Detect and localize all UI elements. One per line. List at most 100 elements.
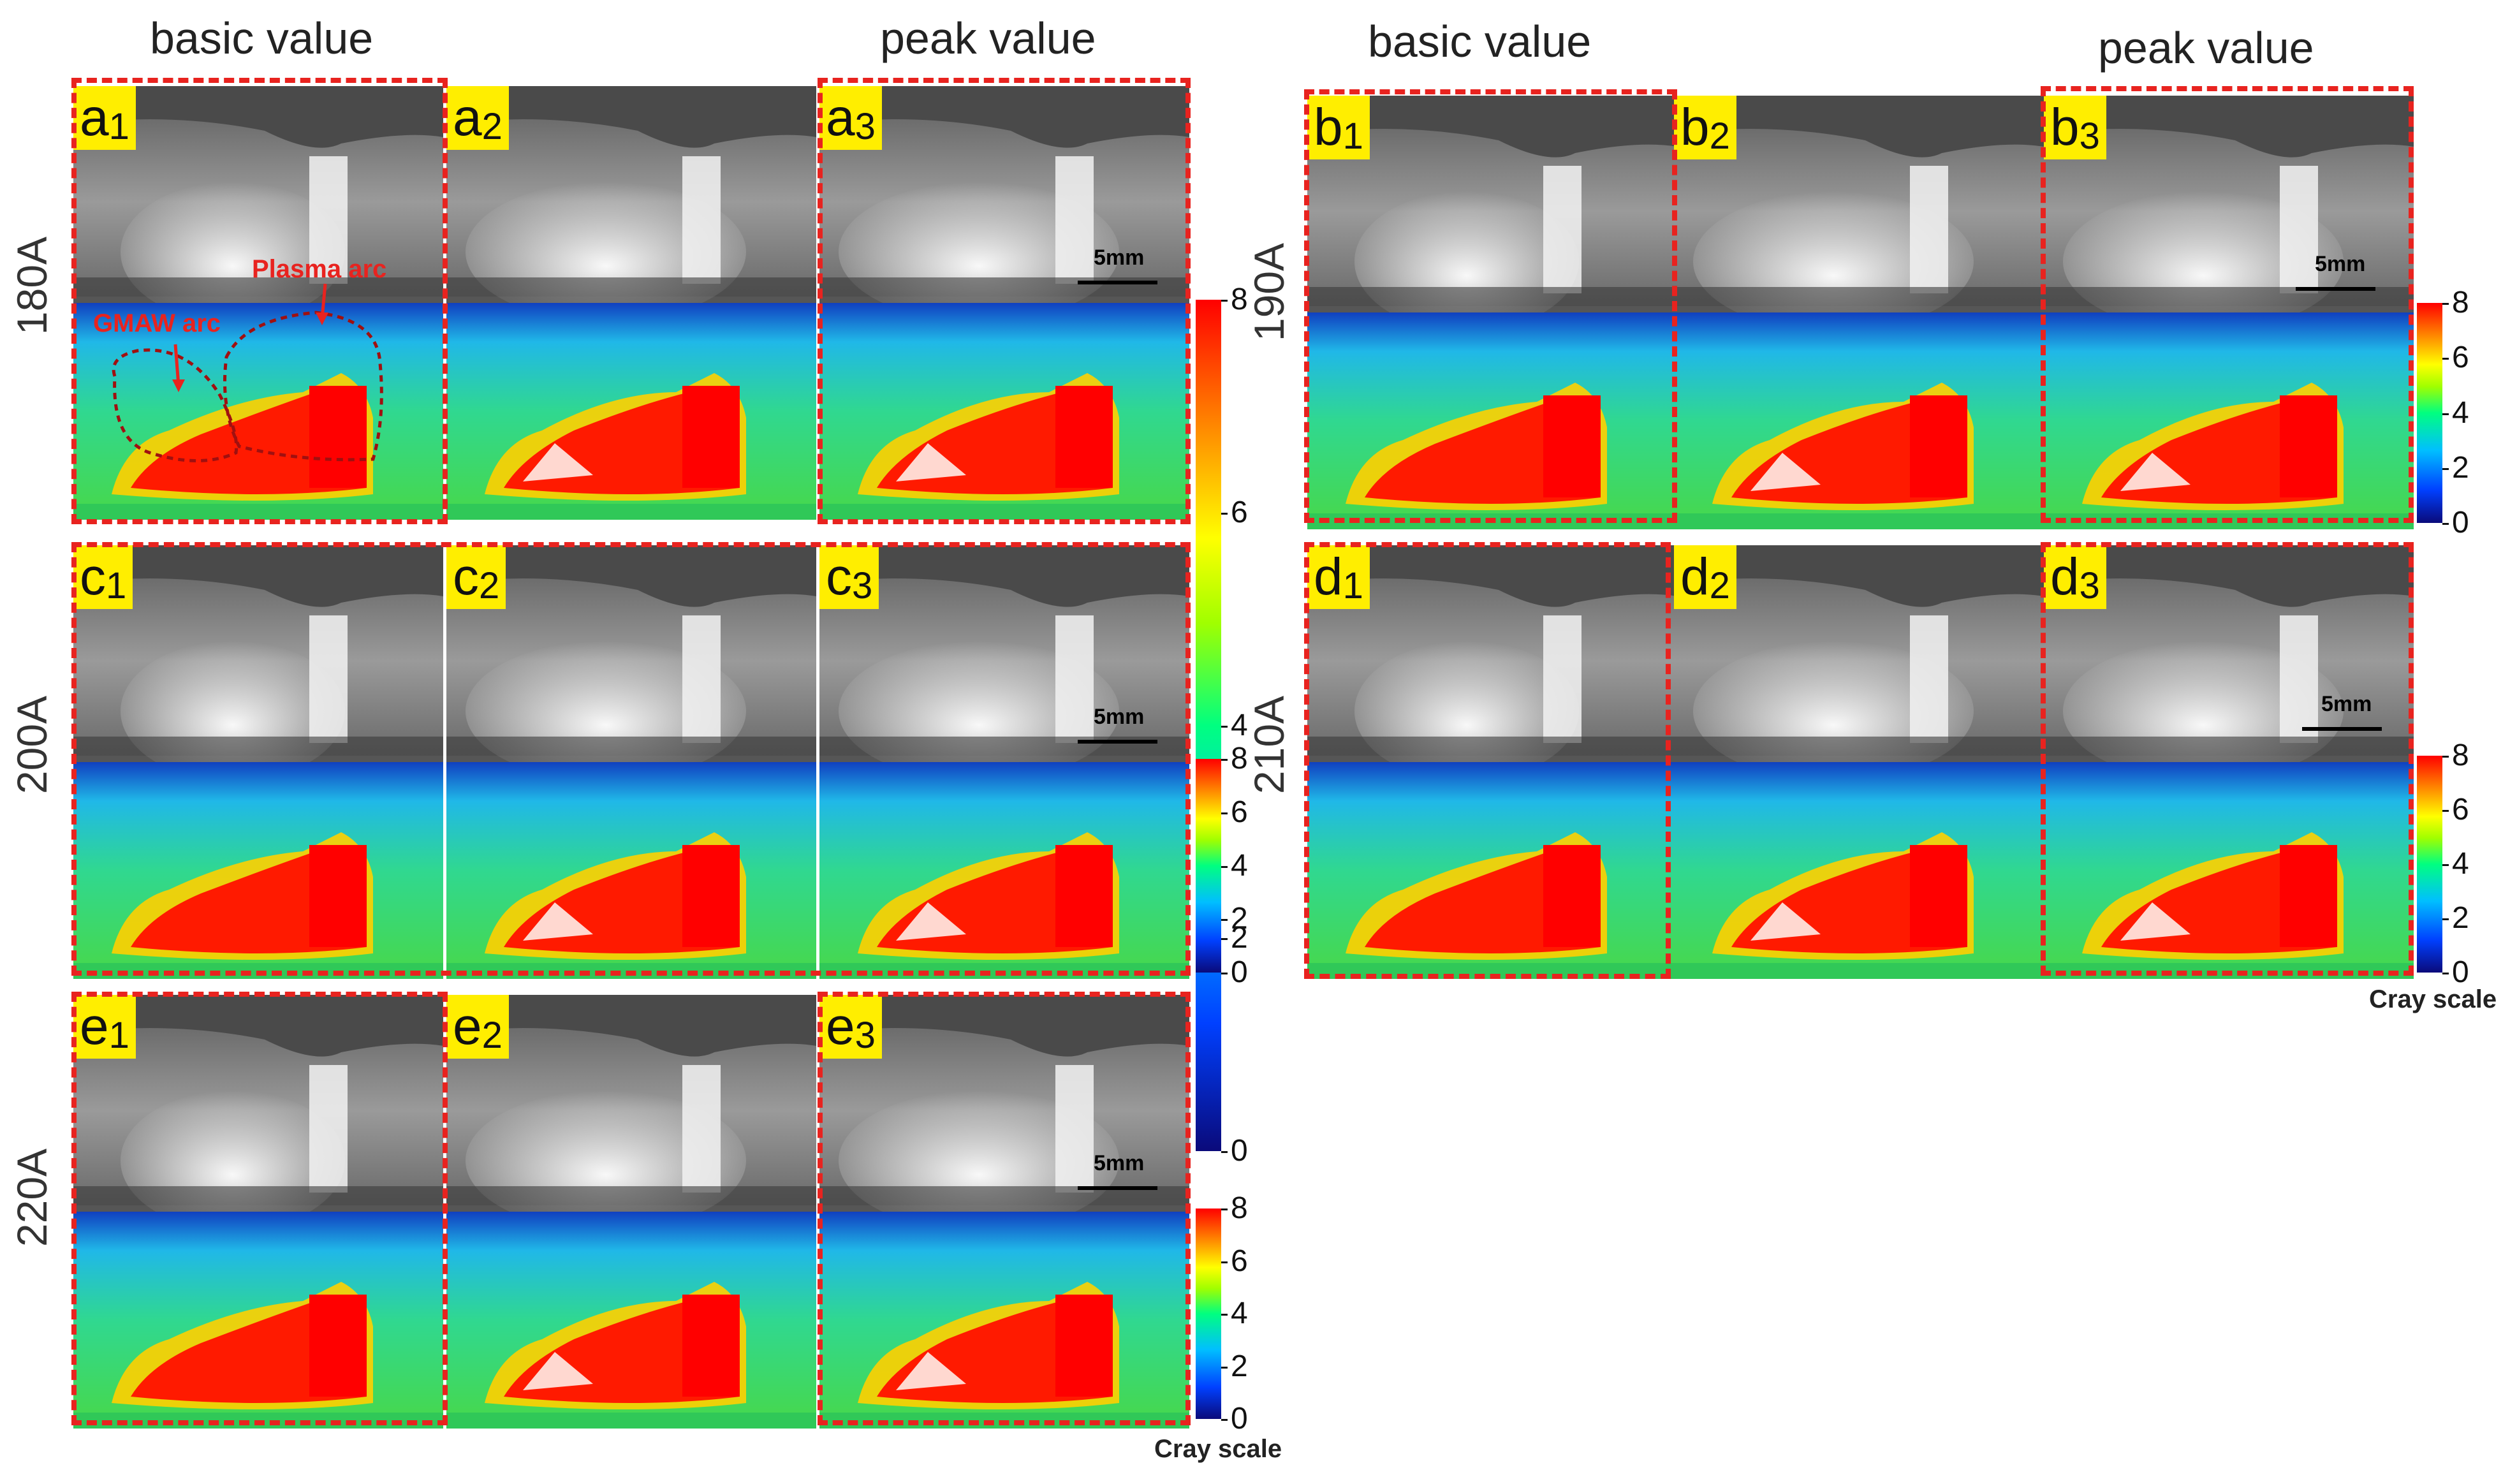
colorbar-tick-mark [1221,865,1228,868]
highlight-box-a3 [818,78,1191,524]
panel-number: 2 [1709,565,1730,606]
colorbar-tick-label: 6 [2452,341,2469,375]
panel-label-a3: a3 [819,86,882,150]
header-peak-value-left: peak value [880,13,1096,63]
panel-e3: e3 [819,995,1189,1429]
panel-label-d1: d1 [1307,545,1370,609]
colorbar-b [2417,303,2442,523]
colorbar-tick-label: 0 [1231,955,1248,989]
panel-label-b1: b1 [1307,96,1370,159]
scale-bar-c3 [1078,740,1157,744]
panel-image-e2 [446,995,816,1429]
panel-label-d2: d2 [1674,545,1736,609]
colorbar-tick-mark [1221,919,1228,922]
panel-letter: b [2050,98,2080,156]
panel-image-b3 [2044,96,2414,529]
panel-number: 2 [479,565,500,606]
colorbar-tick-label: 8 [1231,742,1248,775]
panel-image-b2 [1674,96,2044,529]
colorbar-caption-bottom: Cray scale [1154,1435,1282,1463]
scale-label-a3: 5mm [1094,246,1145,270]
panel-letter: e [826,997,855,1055]
colorbar-tick-mark [1221,300,1228,302]
panel-image-e3 [819,995,1189,1429]
colorbar-tick-mark [1221,938,1228,941]
panel-number: 3 [2079,115,2100,157]
scale-bar-b3 [2296,287,2375,291]
panel-letter: c [826,548,852,606]
panel-letter: a [453,89,482,147]
panel-letter: c [453,548,479,606]
gmaw-arrow [173,344,180,386]
scale-bar-a3 [1078,281,1157,284]
panel-number: 3 [852,565,873,606]
panel-number: 1 [1342,115,1363,157]
panel-image-b1 [1307,96,1677,529]
colorbar-tick-mark [1221,1314,1228,1316]
panel-letter: e [80,997,109,1055]
colorbar-tick-label: 2 [2452,450,2469,485]
current-label-210a: 210A [1245,695,1293,795]
colorbar-tick-mark [1221,759,1228,761]
annotation-outlines [112,283,383,462]
panel-image-e1 [73,995,443,1429]
colorbar-tick-mark [2442,756,2449,758]
colorbar-tick-label: 6 [2452,793,2469,826]
panel-label-e3: e3 [819,995,882,1059]
panel-e1: e1 [73,995,443,1429]
panel-label-e1: e1 [73,995,136,1059]
panel-b2: b2 [1674,96,2044,529]
panel-image-a2 [446,86,816,520]
colorbar-tick-mark [2442,358,2449,360]
panel-a3: a3 [819,86,1189,520]
panel-c1: c1 [73,545,443,979]
panel-letter: a [826,89,855,147]
panel-number: 1 [108,106,129,147]
panel-letter: d [1680,548,1710,606]
current-label-180a: 180A [8,236,55,335]
colorbar-tick-label: 4 [2452,395,2469,430]
panel-number: 2 [481,106,503,147]
header-peak-value-right: peak value [2098,23,2314,73]
colorbar-c [1196,759,1221,973]
colorbar-tick-mark [2442,467,2449,470]
colorbar-tick-mark [2442,810,2449,812]
panel-letter: d [1314,548,1343,606]
panel-image-d2 [1674,545,2044,979]
colorbar-tick-mark [2442,523,2449,525]
colorbar-tick-mark [2442,918,2449,920]
panel-b1: b1 [1307,96,1677,529]
colorbar-tick-label: 0 [1231,1134,1248,1168]
scale-label-c3: 5mm [1094,705,1145,729]
colorbar-tick-mark [2442,303,2449,305]
panel-number: 3 [855,106,876,147]
highlight-box-d1 [1304,542,1671,979]
panel-a2: a2 [446,86,816,520]
panel-number: 3 [855,1015,876,1056]
panel-letter: a [80,89,109,147]
panel-number: 1 [106,565,127,606]
colorbar-tick-mark [1221,1419,1228,1421]
colorbar-tick-mark [2442,864,2449,866]
panel-number: 3 [2079,565,2100,606]
current-label-200a: 200A [8,695,55,795]
current-label-220a: 220A [8,1148,55,1247]
panel-c3: c3 [819,545,1189,979]
panel-label-a1: a1 [73,86,136,150]
panel-label-c2: c2 [446,545,506,609]
panel-number: 1 [1342,565,1363,606]
colorbar-tick-label: 2 [1231,902,1248,936]
panel-image-d1 [1307,545,1677,979]
header-basic-value-left: basic value [150,13,374,63]
colorbar-tick-label: 8 [2452,286,2469,320]
colorbar-tick-label: 2 [1231,1349,1248,1383]
annotation-plasma-arc: Plasma arc [252,255,387,283]
panel-letter: e [453,997,482,1055]
panel-label-b3: b3 [2044,96,2106,159]
panel-image-c2 [446,545,816,979]
colorbar-tick-mark [2442,413,2449,415]
highlight-box-row-c [71,542,1191,976]
panel-letter: b [1314,98,1343,156]
colorbar-tick-label: 8 [1231,1191,1248,1225]
panel-label-c3: c3 [819,545,879,609]
